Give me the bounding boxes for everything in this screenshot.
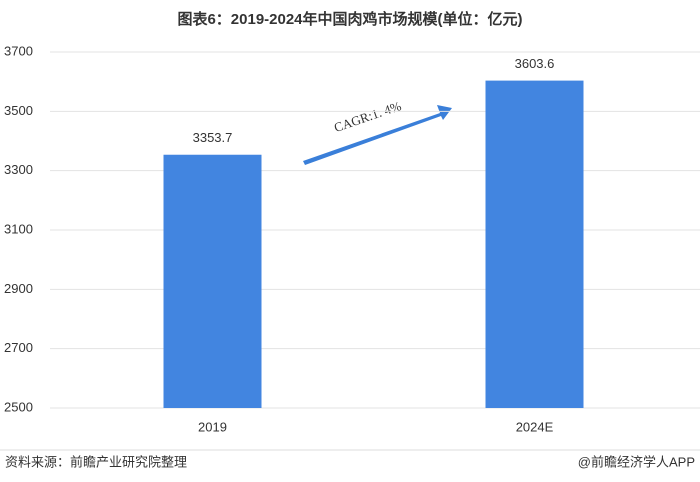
value-label: 3353.7 [193, 130, 233, 145]
credit: @前瞻经济学人APP [578, 454, 695, 469]
value-label: 3603.6 [515, 56, 555, 71]
cagr-arrow [303, 105, 452, 165]
y-tick-label: 3500 [4, 103, 33, 118]
y-tick-label: 3100 [4, 221, 33, 236]
y-tick-label: 2900 [4, 281, 33, 296]
x-tick-label: 2019 [198, 419, 227, 434]
source: 资料来源：前瞻产业研究院整理 [5, 454, 187, 469]
bar [163, 154, 262, 408]
y-tick-label: 2500 [4, 399, 33, 414]
annotation: CAGR:1. 4% [332, 98, 403, 135]
y-tick-label: 3700 [4, 43, 33, 58]
bar [485, 80, 584, 408]
y-tick-label: 2700 [4, 340, 33, 355]
y-tick-label: 3300 [4, 162, 33, 177]
chart-title: 图表6：2019-2024年中国肉鸡市场规模(单位：亿元) [177, 10, 522, 28]
x-tick-label: 2024E [516, 419, 554, 434]
